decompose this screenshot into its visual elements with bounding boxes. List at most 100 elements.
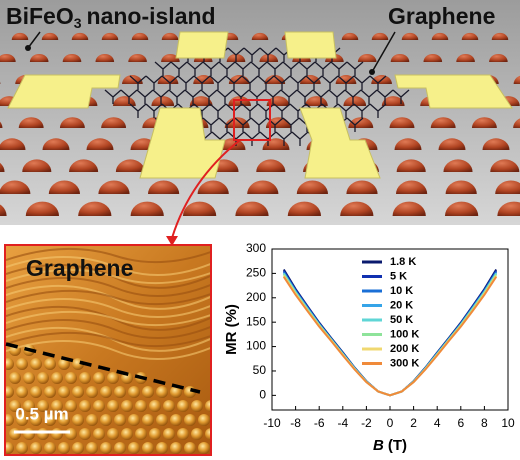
grain	[37, 372, 49, 384]
grain	[72, 386, 84, 398]
legend-label: 1.8 K	[390, 256, 416, 268]
nano-island	[101, 32, 119, 40]
nano-island	[42, 138, 70, 150]
nano-island	[98, 180, 130, 194]
x-tick-label: 4	[434, 416, 441, 430]
scale-label: 0.5 µm	[15, 404, 68, 423]
grain	[58, 386, 70, 398]
grain	[65, 428, 77, 440]
grain	[6, 442, 14, 454]
nano-island	[0, 204, 7, 216]
x-tick-label: -4	[337, 416, 348, 430]
nano-island	[95, 53, 115, 62]
grain	[184, 442, 196, 454]
grain	[23, 428, 35, 440]
grain	[191, 428, 203, 440]
grain	[135, 428, 147, 440]
grain	[142, 442, 154, 454]
nano-island	[343, 96, 367, 106]
nano-island	[78, 201, 112, 216]
grain	[58, 358, 70, 370]
terrace	[6, 256, 210, 276]
grain	[16, 442, 28, 454]
nano-island	[495, 180, 520, 194]
nano-island	[491, 32, 509, 40]
nano-island	[423, 53, 443, 62]
grain	[9, 372, 21, 384]
grain	[86, 442, 98, 454]
y-tick-label: 200	[246, 290, 266, 304]
nano-island	[489, 53, 508, 62]
pointer-dot	[25, 45, 31, 51]
nano-island	[305, 96, 328, 106]
y-tick-label: 100	[246, 339, 266, 353]
grain	[37, 428, 49, 440]
grain	[170, 386, 182, 398]
nano-island	[0, 138, 26, 150]
grain	[128, 386, 140, 398]
grain	[198, 414, 210, 426]
grain	[128, 442, 140, 454]
grain	[23, 372, 35, 384]
nano-island	[259, 53, 279, 62]
grain	[86, 414, 98, 426]
grain	[107, 372, 119, 384]
lattice-row	[154, 61, 364, 76]
nano-island	[41, 32, 59, 40]
grain	[149, 428, 161, 440]
y-axis-label: MR (%)	[223, 304, 240, 355]
grain	[121, 372, 133, 384]
nano-island	[262, 138, 290, 150]
grain	[114, 442, 126, 454]
grain	[16, 414, 28, 426]
grain	[191, 400, 203, 412]
grain	[23, 400, 35, 412]
nano-island	[513, 75, 520, 84]
legend-label: 300 K	[390, 357, 419, 369]
electrodes	[7, 31, 513, 179]
nano-island	[189, 96, 213, 106]
legend-label: 10 K	[390, 285, 413, 297]
nano-island	[296, 180, 328, 194]
grain	[65, 372, 77, 384]
grain	[170, 414, 182, 426]
grain	[128, 414, 140, 426]
nano-island	[392, 201, 426, 216]
nano-island	[340, 201, 374, 216]
terrace	[6, 298, 210, 318]
nano-island	[445, 180, 477, 194]
grain	[51, 372, 63, 384]
nano-island	[256, 159, 286, 172]
x-tick-label: 0	[387, 416, 394, 430]
grain	[9, 400, 21, 412]
grain	[51, 428, 63, 440]
nano-island	[461, 32, 479, 40]
afm-label: Graphene	[26, 255, 133, 281]
nano-island	[371, 32, 389, 40]
grain	[30, 414, 42, 426]
nano-island	[148, 180, 180, 194]
mr-chart: 0 50 100 150 200 250 300 -10 -8 -6 -4 -2 0 2 4 6 8 10 MR (…	[223, 241, 515, 454]
nano-island	[430, 117, 456, 128]
nano-island	[341, 32, 359, 40]
x-tick-label: -10	[263, 416, 281, 430]
nano-island	[497, 201, 520, 216]
grain	[163, 428, 175, 440]
grain	[142, 386, 154, 398]
y-tick-label: 250	[246, 266, 266, 280]
terrace	[6, 331, 210, 348]
legend-label: 5 K	[390, 270, 407, 282]
nano-island	[266, 96, 290, 106]
grain	[149, 400, 161, 412]
nano-island	[115, 159, 145, 172]
grain	[93, 400, 105, 412]
afm-frame	[4, 244, 212, 456]
grain	[121, 400, 133, 412]
terrace	[6, 247, 210, 264]
grain	[177, 400, 189, 412]
nano-island	[59, 117, 85, 128]
nano-island	[182, 201, 217, 216]
grain	[107, 428, 119, 440]
terrace	[6, 289, 210, 306]
nano-island	[394, 138, 422, 150]
